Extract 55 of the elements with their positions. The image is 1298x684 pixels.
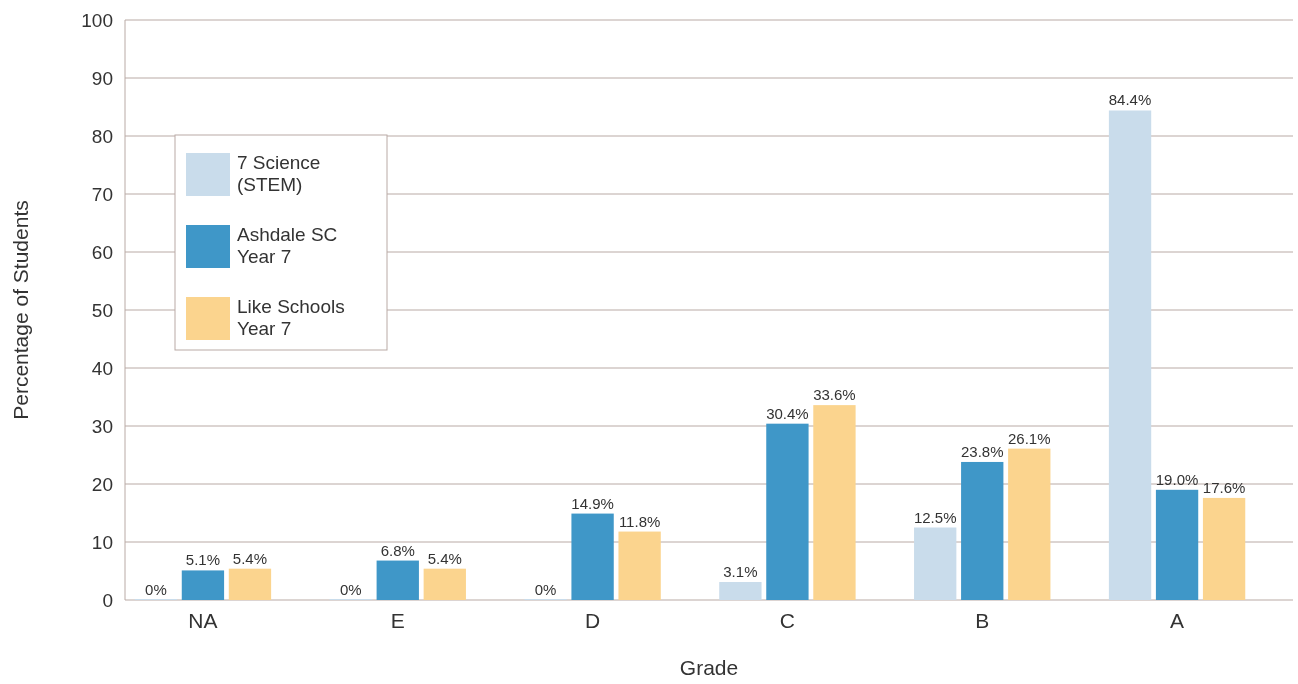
- bar: [571, 513, 614, 600]
- data-label: 12.5%: [913, 508, 957, 526]
- x-axis-title: Grade: [679, 656, 739, 679]
- bar: [228, 568, 272, 600]
- x-tick-label: C: [779, 609, 795, 632]
- bar: [719, 582, 762, 600]
- y-tick-label: 40: [91, 357, 113, 379]
- data-label: 19.0%: [1155, 470, 1199, 488]
- bar: [961, 461, 1004, 600]
- data-label: 0%: [534, 581, 557, 598]
- y-tick-label: 70: [91, 183, 113, 205]
- data-label: 33.6%: [813, 386, 856, 404]
- data-label: 5.4%: [232, 549, 268, 567]
- data-label: 5.4%: [427, 549, 462, 567]
- y-tick-label: 50: [91, 299, 113, 321]
- data-label: 26.1%: [1008, 429, 1051, 447]
- x-tick-label: NA: [188, 609, 218, 632]
- legend-label: Like Schools Year 7: [237, 296, 345, 339]
- y-axis-title: Percentage of Students: [9, 200, 32, 420]
- data-label: 5.1%: [185, 551, 221, 569]
- data-label: 3.1%: [723, 563, 758, 581]
- bar: [423, 568, 466, 600]
- data-label: 23.8%: [960, 442, 1004, 460]
- bar: [1108, 110, 1152, 600]
- bar: [914, 527, 957, 600]
- y-tick-label: 30: [91, 415, 113, 437]
- data-label: 84.4%: [1108, 91, 1152, 109]
- bar: [181, 570, 225, 600]
- bar: [618, 531, 661, 600]
- x-tick-label: E: [390, 609, 405, 632]
- x-tick-label: D: [585, 609, 601, 632]
- data-label: 6.8%: [380, 541, 415, 559]
- legend-label: 7 Science (STEM): [237, 152, 321, 195]
- y-tick-label: 90: [91, 67, 113, 89]
- y-tick-label: 80: [91, 125, 113, 147]
- data-label: 0%: [145, 581, 167, 598]
- data-label: 0%: [339, 581, 362, 598]
- data-label: 30.4%: [766, 404, 809, 422]
- bar: [1202, 497, 1246, 600]
- y-tick-label: 10: [91, 531, 113, 553]
- y-tick-label: 60: [91, 241, 113, 263]
- bar: [813, 405, 856, 600]
- bar: [1008, 448, 1051, 600]
- data-label: 11.8%: [618, 512, 661, 530]
- bar: [766, 423, 809, 600]
- legend-label: Ashdale SC Year 7: [237, 224, 338, 267]
- bar: [1155, 489, 1199, 600]
- data-label: 14.9%: [571, 494, 614, 512]
- y-tick-label: 100: [81, 9, 113, 31]
- data-label: 17.6%: [1202, 478, 1246, 496]
- x-tick-label: A: [1170, 609, 1185, 632]
- x-tick-label: B: [975, 609, 990, 632]
- y-tick-label: 0: [102, 589, 113, 611]
- bar: [376, 560, 419, 600]
- y-tick-label: 20: [91, 473, 113, 495]
